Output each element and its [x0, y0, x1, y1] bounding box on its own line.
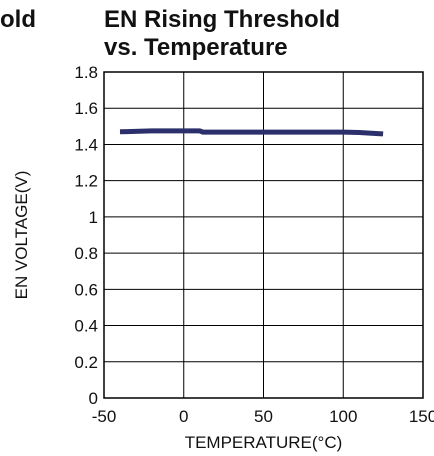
- x-tick-label: 150: [409, 407, 434, 426]
- y-tick-label: 1.2: [74, 172, 98, 191]
- plot-frame: [103, 71, 424, 399]
- y-tick-label: 0.6: [74, 280, 98, 299]
- chart-title-line-2: vs. Temperature: [104, 34, 288, 61]
- y-tick-label: 0.2: [74, 353, 98, 372]
- x-tick-label: 0: [179, 407, 188, 426]
- y-tick-label: 1.6: [74, 99, 98, 118]
- chart-title-line-1: EN Rising Threshold: [104, 6, 341, 33]
- y-tick-label: 0.8: [74, 244, 98, 263]
- x-tick-label: -50: [92, 407, 117, 426]
- x-axis-label: TEMPERATURE(°C): [185, 433, 343, 452]
- y-tick-label: 1.4: [74, 135, 98, 154]
- y-axis-label: EN VOLTAGE(V): [12, 171, 31, 300]
- y-tick-label: 0.4: [74, 317, 98, 336]
- y-tick-label: 0: [89, 389, 98, 408]
- cropped-title-fragment: old: [0, 6, 36, 33]
- y-tick-label: 1.8: [74, 63, 98, 82]
- chart-title: EN Rising Threshold vs. Temperature: [104, 6, 340, 62]
- x-tick-label: 50: [254, 407, 273, 426]
- x-tick-label: 100: [329, 407, 357, 426]
- series-line: [119, 128, 384, 137]
- y-tick-label: 1: [89, 208, 98, 227]
